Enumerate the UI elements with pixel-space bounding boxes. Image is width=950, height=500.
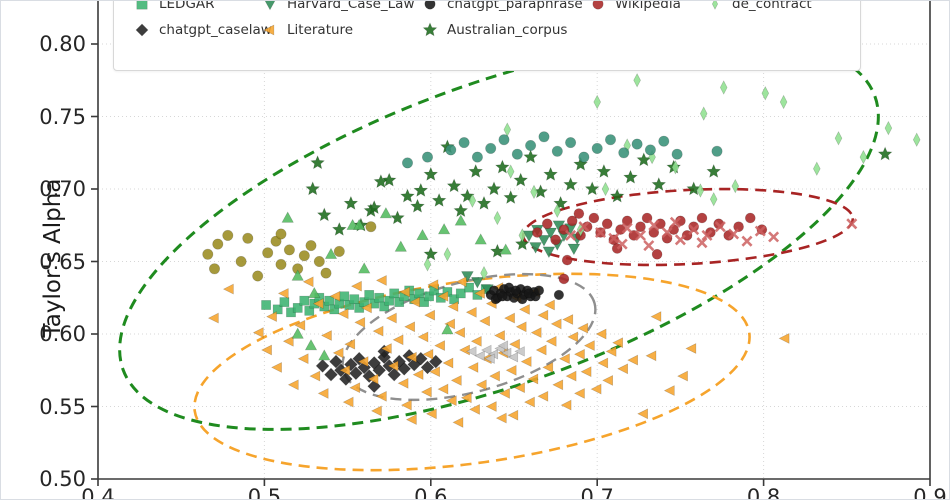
triangle-down-marker-icon [264, 1, 276, 11]
legend-entry-Australian_corpus: Australian_corpus [422, 20, 567, 40]
x-tick-label: 0.5 [247, 485, 282, 500]
green-cluster-ellipse [118, 35, 880, 431]
x-tick-label: 0.8 [746, 485, 781, 500]
diamond-marker-icon [135, 23, 149, 37]
legend-entry-de_contract: de_contract [707, 0, 812, 14]
x-tick-label: 0.6 [414, 485, 448, 500]
legend: LEDGAR Harvard_Case_Law chatgpt_paraphrase… [113, 0, 861, 71]
square-marker-icon [136, 1, 148, 10]
y-tick-label: 0.55 [39, 394, 86, 419]
triangle-left-marker-icon [263, 24, 275, 36]
star-marker-icon [422, 22, 438, 37]
legend-entry-label: Harvard_Case_Law [287, 0, 415, 12]
series-unlabeled_seagreen_circles [401, 131, 723, 169]
legend-entry-chatgpt_caselaw: chatgpt_caselaw [134, 20, 272, 40]
legend-entry-Harvard_Case_Law: Harvard_Case_Law [262, 0, 415, 14]
y-tick-label: 0.50 [39, 467, 86, 491]
x-tick-label: 0.7 [580, 485, 614, 500]
y-tick-label: 0.65 [39, 249, 86, 274]
series-unlabeled_red_crosses [565, 216, 858, 252]
y-tick-label: 0.75 [39, 104, 86, 129]
legend-entry-LEDGAR: LEDGAR [134, 0, 215, 14]
circle-marker-icon [592, 1, 604, 10]
y-tick-label: 0.80 [39, 32, 86, 56]
x-tick-label: 0.4 [81, 485, 115, 500]
series-Literature [207, 274, 790, 428]
series-unlabeled_green_triangles_up [281, 207, 512, 361]
legend-entry-label: Literature [287, 22, 354, 38]
legend-entry-label: de_contract [732, 0, 812, 12]
circle-marker-icon [424, 1, 436, 10]
legend-entry-label: Wikipedia [615, 0, 681, 12]
legend-row: chatgpt_caselaw Literature Australian_corp… [114, 20, 860, 42]
legend-entry-chatgpt_paraphrase: chatgpt_paraphrase [422, 0, 583, 14]
thin-diamond-marker-icon [711, 1, 719, 10]
series-chatgpt_paraphrase [485, 282, 565, 305]
legend-entry-Wikipedia: Wikipedia [590, 0, 681, 14]
legend-entry-label: LEDGAR [159, 0, 215, 12]
legend-entry-label: chatgpt_paraphrase [447, 0, 583, 12]
series-unlabeled_gray_triangles [465, 340, 525, 364]
series-unlabeled_olive_circles [202, 221, 377, 282]
legend-row: LEDGAR Harvard_Case_Law chatgpt_paraphrase… [114, 0, 860, 16]
gray-cluster-ellipse [341, 272, 597, 402]
series-de_contract [423, 39, 921, 281]
orange-cluster-ellipse [193, 272, 751, 472]
series-LEDGAR [261, 282, 491, 318]
legend-entry-label: Australian_corpus [447, 22, 568, 38]
legend-entry-label: chatgpt_caselaw [159, 22, 272, 38]
y-tick-label: 0.60 [39, 322, 86, 346]
legend-entry-Literature: Literature [262, 20, 353, 40]
x-tick-label: 0.9 [913, 485, 947, 500]
y-tick-label: 0.70 [39, 177, 86, 201]
